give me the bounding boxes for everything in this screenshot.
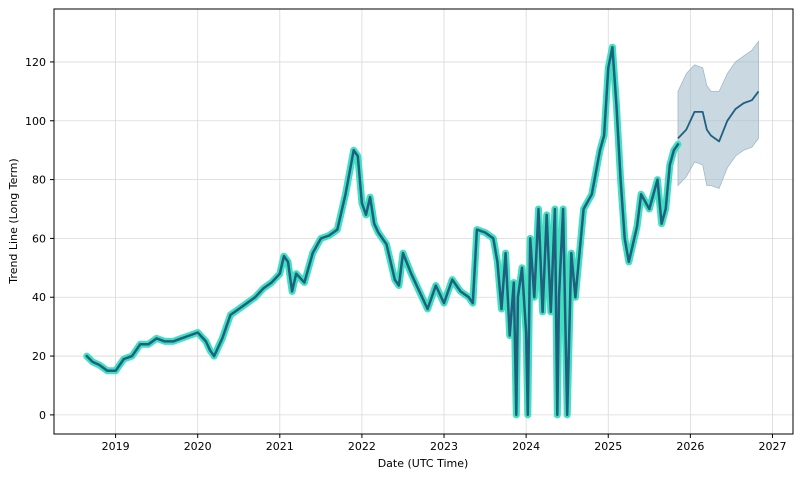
x-tick-label: 2020 — [184, 440, 212, 453]
x-tick-label: 2019 — [102, 440, 130, 453]
x-tick-label: 2021 — [266, 440, 294, 453]
x-tick-label: 2023 — [430, 440, 458, 453]
y-tick-label: 0 — [39, 409, 46, 422]
x-tick-label: 2024 — [512, 440, 540, 453]
y-tick-label: 80 — [32, 174, 46, 187]
series-lines — [83, 43, 760, 419]
plot-frame — [53, 8, 794, 435]
x-axis-label: Date (UTC Time) — [378, 457, 469, 470]
y-tick-label: 20 — [32, 350, 46, 363]
y-axis-ticks: 0 20 40 60 80 100 120 — [25, 56, 54, 422]
grid-lines — [54, 9, 793, 434]
x-tick-label: 2022 — [348, 440, 376, 453]
forecast-line — [677, 90, 760, 143]
x-tick-label: 2026 — [676, 440, 704, 453]
y-tick-label: 100 — [25, 115, 46, 128]
y-axis-label: Trend Line (Long Term) — [7, 158, 20, 284]
forecast-confidence-band — [677, 40, 759, 189]
y-tick-label: 120 — [25, 56, 46, 69]
forecast-band — [677, 40, 759, 189]
x-axis-ticks: 2019 2020 2021 2022 2023 2024 2025 2026 2027 — [102, 434, 786, 453]
history-glow-line — [83, 43, 682, 419]
x-tick-label: 2025 — [594, 440, 622, 453]
x-tick-label: 2027 — [758, 440, 786, 453]
y-tick-label: 40 — [32, 291, 46, 304]
y-tick-label: 60 — [32, 232, 46, 245]
history-line — [85, 45, 680, 417]
